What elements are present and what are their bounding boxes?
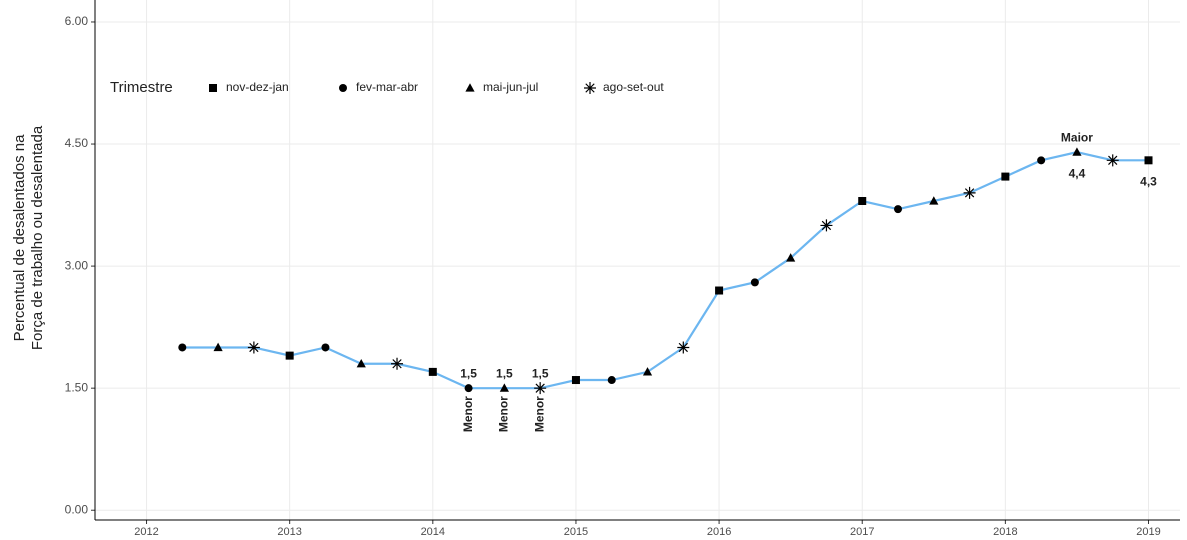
data-label: 1,5 xyxy=(496,366,513,380)
marker xyxy=(1144,156,1153,165)
marker xyxy=(929,196,939,205)
x-tick-label: 2019 xyxy=(1136,526,1160,538)
marker xyxy=(858,197,867,206)
legend-entry: ago-set-out xyxy=(584,80,664,94)
marker xyxy=(750,278,759,287)
legend-entry: mai-jun-jul xyxy=(465,80,538,94)
x-tick-label: 2018 xyxy=(993,526,1017,538)
data-label: 4,4 xyxy=(1069,166,1086,180)
data-label: 1,5 xyxy=(460,366,477,380)
annotation: Menor xyxy=(532,396,546,432)
marker xyxy=(391,357,404,370)
y-tick-label: 6.00 xyxy=(65,14,89,28)
marker xyxy=(607,376,616,385)
x-tick-label: 2013 xyxy=(277,526,301,538)
marker xyxy=(213,342,223,352)
marker xyxy=(1106,154,1119,167)
data-label: 4,3 xyxy=(1140,174,1157,188)
legend-marker xyxy=(209,84,217,92)
marker xyxy=(1001,172,1010,181)
marker xyxy=(894,205,903,214)
legend-entry: fev-mar-abr xyxy=(339,80,418,94)
x-tick-label: 2015 xyxy=(564,526,588,538)
x-tick-label: 2012 xyxy=(134,526,158,538)
legend-marker xyxy=(584,82,596,94)
legend-label: ago-set-out xyxy=(603,80,664,94)
marker xyxy=(321,343,330,352)
data-label: 1,5 xyxy=(532,366,549,380)
x-tick-label: 2016 xyxy=(707,526,731,538)
legend-entry: nov-dez-jan xyxy=(209,80,289,94)
marker xyxy=(464,384,473,393)
annotation: Menor xyxy=(461,396,475,432)
legend-label: nov-dez-jan xyxy=(226,80,289,94)
marker xyxy=(356,358,366,368)
marker xyxy=(642,367,653,376)
marker xyxy=(677,341,690,354)
annotation: Menor xyxy=(497,396,511,432)
x-tick-label: 2017 xyxy=(850,526,874,538)
y-tick-label: 4.50 xyxy=(65,136,89,150)
marker xyxy=(1072,147,1082,156)
y-tick-label: 1.50 xyxy=(65,380,89,394)
marker xyxy=(715,286,724,295)
legend-title: Trimestre xyxy=(110,79,173,96)
marker xyxy=(285,351,294,360)
marker xyxy=(820,219,833,232)
y-tick-label: 0.00 xyxy=(65,502,89,516)
legend-marker xyxy=(465,83,475,92)
marker xyxy=(178,343,187,352)
y-tick-label: 3.00 xyxy=(65,258,89,272)
data-line xyxy=(182,151,1149,390)
marker xyxy=(247,341,260,354)
marker xyxy=(963,186,976,199)
legend-marker xyxy=(339,84,347,92)
marker xyxy=(571,376,580,385)
y-axis-title: Percentual de desalentados na xyxy=(11,134,28,341)
legend-label: mai-jun-jul xyxy=(483,80,538,94)
marker xyxy=(499,383,509,392)
marker xyxy=(534,382,547,395)
annotation: Maior xyxy=(1061,130,1093,144)
legend-label: fev-mar-abr xyxy=(356,80,418,94)
marker xyxy=(786,253,796,262)
marker xyxy=(428,367,437,376)
marker xyxy=(1037,156,1046,165)
y-axis-title: Força de trabalho ou desalentada xyxy=(29,125,46,350)
x-tick-label: 2014 xyxy=(421,526,445,538)
